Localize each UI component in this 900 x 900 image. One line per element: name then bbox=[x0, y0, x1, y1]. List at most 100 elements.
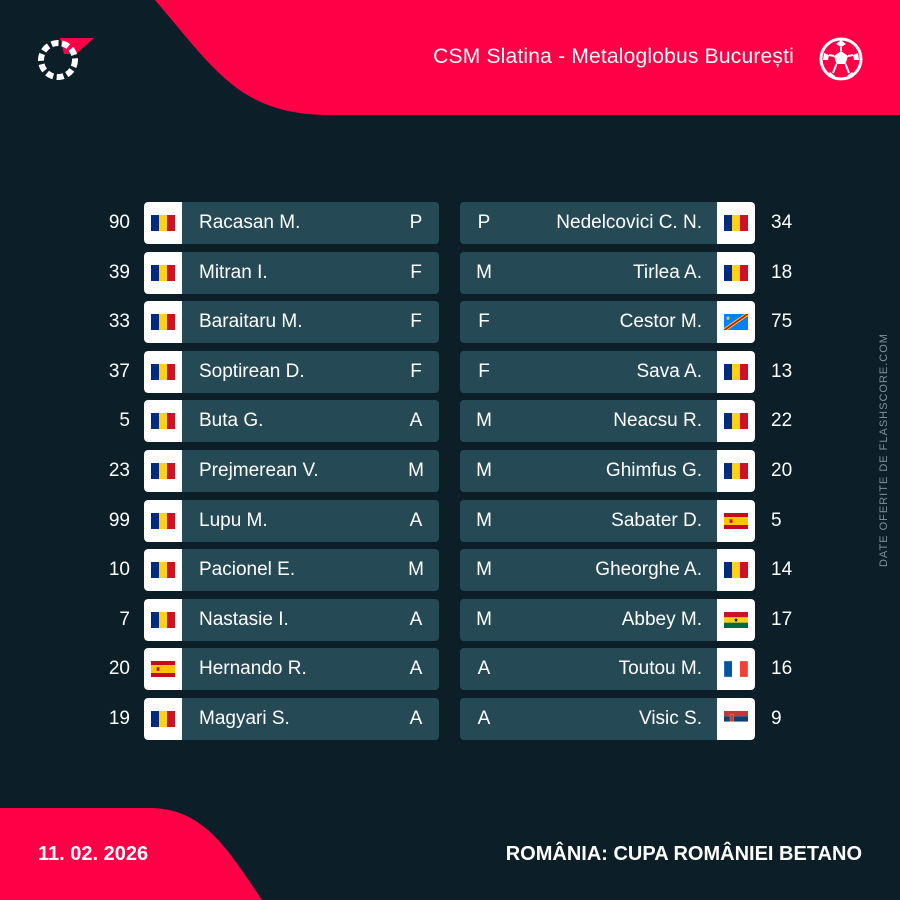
player-card: Hernando R. A bbox=[144, 648, 439, 690]
player-name: Magyari S. bbox=[199, 708, 290, 729]
player-card: Buta G. A bbox=[144, 400, 439, 442]
player-number: 10 bbox=[108, 559, 130, 580]
player-position: A bbox=[409, 510, 423, 531]
flag-romania-icon bbox=[144, 698, 182, 740]
flag-dr-congo-icon bbox=[717, 301, 755, 343]
player-position: M bbox=[408, 460, 424, 481]
player-position: M bbox=[476, 460, 492, 481]
player-card: Cestor M. F bbox=[460, 301, 755, 343]
player-card: Nastasie I. A bbox=[144, 599, 439, 641]
player-position: F bbox=[478, 361, 490, 382]
data-provider-credit: DATE OFERITE DE FLASHSCORE.COM bbox=[878, 333, 890, 567]
player-name: Lupu M. bbox=[199, 510, 268, 531]
player-number: 18 bbox=[771, 262, 793, 283]
player-card: Toutou M. A bbox=[460, 648, 755, 690]
player-number: 75 bbox=[771, 311, 793, 332]
flag-ghana-icon bbox=[717, 599, 755, 641]
player-number: 20 bbox=[108, 658, 130, 679]
player-card: Neacsu R. M bbox=[460, 400, 755, 442]
player-position: M bbox=[408, 559, 424, 580]
player-number: 9 bbox=[771, 708, 782, 729]
player-position: F bbox=[410, 262, 422, 283]
player-position: A bbox=[409, 609, 423, 630]
player-name: Buta G. bbox=[199, 410, 264, 431]
player-position: M bbox=[476, 609, 492, 630]
player-name: Neacsu R. bbox=[613, 410, 702, 431]
flag-romania-icon bbox=[144, 549, 182, 591]
flag-spain-icon bbox=[144, 648, 182, 690]
player-card: Sava A. F bbox=[460, 351, 755, 393]
player-position: F bbox=[410, 311, 422, 332]
player-name: Nedelcovici C. N. bbox=[556, 212, 702, 233]
player-name: Abbey M. bbox=[621, 609, 702, 630]
player-position: A bbox=[409, 708, 423, 729]
player-card: Gheorghe A. M bbox=[460, 549, 755, 591]
player-number: 14 bbox=[771, 559, 793, 580]
player-name: Visic S. bbox=[638, 708, 702, 729]
player-number: 20 bbox=[771, 460, 793, 481]
player-position: A bbox=[477, 658, 491, 679]
header-band bbox=[155, 0, 900, 115]
player-number: 7 bbox=[119, 609, 130, 630]
player-card: Racasan M. P bbox=[144, 202, 439, 244]
player-name: Baraitaru M. bbox=[199, 311, 303, 332]
player-name: Racasan M. bbox=[199, 212, 301, 233]
flag-france-icon bbox=[717, 648, 755, 690]
player-name: Toutou M. bbox=[618, 658, 702, 679]
player-name: Cestor M. bbox=[619, 311, 702, 332]
player-card: Nedelcovici C. N. P bbox=[460, 202, 755, 244]
player-name: Hernando R. bbox=[199, 658, 307, 679]
player-number: 13 bbox=[771, 361, 793, 382]
player-name: Nastasie I. bbox=[199, 609, 289, 630]
flashscore-logo-icon bbox=[38, 38, 94, 80]
player-card: Abbey M. M bbox=[460, 599, 755, 641]
player-position: F bbox=[410, 361, 422, 382]
flag-serbia-icon bbox=[717, 698, 755, 740]
player-number: 17 bbox=[771, 609, 793, 630]
player-number: 90 bbox=[108, 212, 130, 233]
player-name: Prejmerean V. bbox=[199, 460, 319, 481]
player-position: A bbox=[477, 708, 491, 729]
flag-romania-icon bbox=[717, 202, 755, 244]
flag-romania-icon bbox=[717, 400, 755, 442]
player-name: Ghimfus G. bbox=[605, 460, 702, 481]
player-number: 5 bbox=[119, 410, 130, 431]
player-name: Tirlea A. bbox=[633, 262, 702, 283]
player-name: Sabater D. bbox=[611, 510, 702, 531]
flag-romania-icon bbox=[144, 500, 182, 542]
player-number: 34 bbox=[771, 212, 793, 233]
flag-romania-icon bbox=[144, 400, 182, 442]
player-card: Baraitaru M. F bbox=[144, 301, 439, 343]
player-card: Ghimfus G. M bbox=[460, 450, 755, 492]
player-card: Lupu M. A bbox=[144, 500, 439, 542]
flag-spain-icon bbox=[717, 500, 755, 542]
player-number: 39 bbox=[108, 262, 130, 283]
player-number: 23 bbox=[108, 460, 130, 481]
player-position: M bbox=[476, 559, 492, 580]
player-name: Mitran I. bbox=[199, 262, 268, 283]
competition-name: ROMÂNIA: CUPA ROMÂNIEI BETANO bbox=[505, 843, 862, 865]
flag-romania-icon bbox=[717, 549, 755, 591]
player-number: 5 bbox=[771, 510, 782, 531]
player-number: 33 bbox=[108, 311, 130, 332]
flag-romania-icon bbox=[144, 301, 182, 343]
player-name: Sava A. bbox=[636, 361, 703, 382]
flag-romania-icon bbox=[144, 450, 182, 492]
player-position: P bbox=[409, 212, 423, 233]
player-name: Gheorghe A. bbox=[595, 559, 702, 580]
player-card: Tirlea A. M bbox=[460, 252, 755, 294]
flag-romania-icon bbox=[144, 202, 182, 244]
flag-romania-icon bbox=[144, 599, 182, 641]
player-number: 22 bbox=[771, 410, 793, 431]
match-title: CSM Slatina - Metaloglobus București bbox=[433, 45, 794, 68]
player-card: Magyari S. A bbox=[144, 698, 439, 740]
match-date: 11. 02. 2026 bbox=[38, 843, 149, 865]
football-icon bbox=[819, 37, 863, 81]
player-number: 99 bbox=[108, 510, 130, 531]
flag-romania-icon bbox=[144, 252, 182, 294]
player-card: Pacionel E. M bbox=[144, 549, 439, 591]
player-position: A bbox=[409, 410, 423, 431]
flag-romania-icon bbox=[717, 450, 755, 492]
player-position: M bbox=[476, 262, 492, 283]
player-number: 19 bbox=[108, 708, 130, 729]
